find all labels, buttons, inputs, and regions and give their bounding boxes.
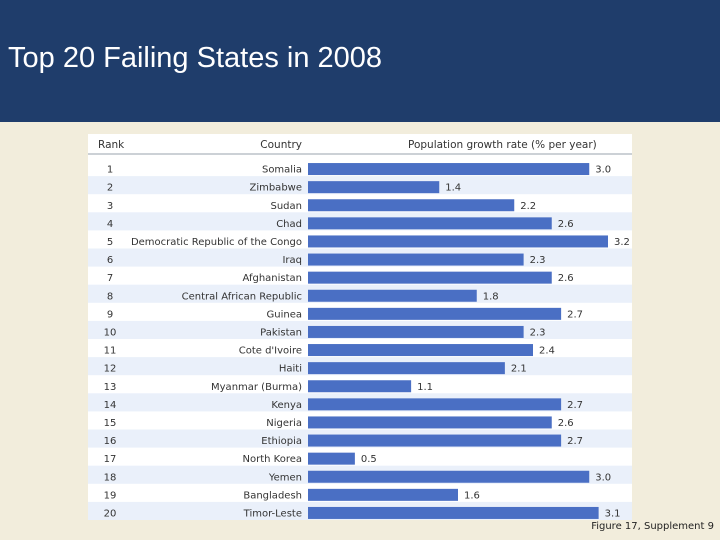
value-label: 2.6	[558, 219, 574, 230]
rank-label: 3	[107, 201, 113, 212]
country-label: Afghanistan	[242, 273, 302, 284]
rank-label: 19	[104, 490, 117, 501]
rank-label: 11	[104, 346, 117, 357]
bar	[308, 235, 608, 248]
value-label: 1.1	[417, 382, 433, 393]
bar	[308, 289, 477, 302]
country-label: Guinea	[267, 309, 302, 320]
rank-label: 6	[107, 255, 113, 266]
value-label: 2.6	[558, 418, 574, 429]
header-bg	[88, 134, 632, 154]
slide-title: Top 20 Failing States in 2008	[8, 42, 383, 74]
bar	[308, 307, 562, 320]
rank-label: 16	[104, 436, 117, 447]
bar	[308, 181, 440, 194]
rank-label: 4	[107, 219, 113, 230]
value-label: 2.7	[567, 400, 583, 411]
bar	[308, 344, 533, 357]
bar	[308, 253, 524, 266]
country-label: Ethiopia	[261, 436, 302, 447]
country-label: Zimbabwe	[249, 183, 302, 194]
bar	[308, 506, 599, 519]
value-label: 3.0	[595, 472, 611, 483]
header-rank: Rank	[98, 139, 125, 151]
country-label: Iraq	[282, 255, 302, 266]
bar	[308, 325, 524, 338]
value-label: 2.6	[558, 273, 574, 284]
rank-label: 12	[104, 364, 117, 375]
bar	[308, 380, 412, 393]
rank-label: 5	[107, 237, 113, 248]
country-label: Yemen	[268, 472, 302, 483]
rank-label: 1	[107, 165, 113, 176]
rank-label: 13	[104, 382, 117, 393]
bar	[308, 434, 562, 447]
value-label: 2.3	[530, 327, 546, 338]
bar	[308, 398, 562, 411]
value-label: 1.4	[445, 183, 461, 194]
bar	[308, 362, 505, 375]
value-label: 3.1	[605, 508, 621, 519]
rank-label: 20	[104, 508, 117, 519]
value-label: 1.6	[464, 490, 480, 501]
country-label: Haiti	[279, 364, 302, 375]
value-label: 0.5	[361, 454, 377, 465]
value-label: 3.2	[614, 237, 630, 248]
country-label: Somalia	[262, 165, 302, 176]
value-label: 2.4	[539, 346, 555, 357]
bar	[308, 488, 458, 501]
bar	[308, 452, 355, 465]
bar	[308, 416, 552, 429]
value-label: 2.2	[520, 201, 536, 212]
country-label: Nigeria	[266, 418, 302, 429]
bar	[308, 271, 552, 284]
header-growth-rate: Population growth rate (% per year)	[408, 139, 597, 151]
bar	[308, 470, 590, 483]
value-label: 2.7	[567, 436, 583, 447]
value-label: 1.8	[483, 291, 499, 302]
value-label: 2.3	[530, 255, 546, 266]
rank-label: 8	[107, 291, 113, 302]
bar	[308, 199, 515, 212]
rank-label: 14	[104, 400, 117, 411]
country-label: Timor-Leste	[243, 508, 302, 519]
rank-label: 10	[104, 327, 117, 338]
country-label: North Korea	[243, 454, 303, 465]
country-label: Kenya	[271, 400, 302, 411]
value-label: 3.0	[595, 165, 611, 176]
country-label: Bangladesh	[243, 490, 302, 501]
rank-label: 7	[107, 273, 113, 284]
country-label: Myanmar (Burma)	[211, 382, 302, 393]
country-label: Central African Republic	[182, 291, 302, 302]
rank-label: 17	[104, 454, 117, 465]
bar-chart: Rank Country Population growth rate (% per…	[88, 134, 632, 520]
value-label: 2.1	[511, 364, 527, 375]
figure-caption: Figure 17, Supplement 9	[591, 521, 714, 532]
rank-label: 9	[107, 309, 113, 320]
title-bar	[0, 0, 720, 122]
rank-label: 18	[104, 472, 117, 483]
chart-figure: Rank Country Population growth rate (% per…	[88, 134, 632, 520]
header-country: Country	[260, 139, 302, 151]
country-label: Sudan	[271, 201, 303, 212]
country-label: Pakistan	[260, 327, 302, 338]
value-label: 2.7	[567, 309, 583, 320]
country-label: Cote d'Ivoire	[239, 346, 302, 357]
rank-label: 2	[107, 183, 113, 194]
rank-label: 15	[104, 418, 117, 429]
bar	[308, 217, 552, 230]
bar	[308, 163, 590, 176]
country-label: Chad	[276, 219, 302, 230]
country-label: Democratic Republic of the Congo	[131, 237, 302, 248]
